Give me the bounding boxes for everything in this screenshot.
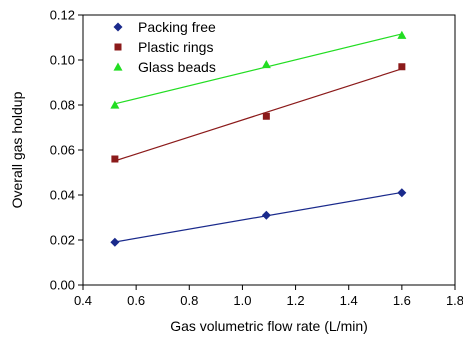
y-tick-label: 0.08: [50, 98, 75, 113]
series-plastic-rings: [111, 63, 406, 163]
x-tick-label: 0.6: [127, 293, 145, 308]
y-tick-label: 0.12: [50, 8, 75, 23]
x-tick-label: 0.8: [180, 293, 198, 308]
y-axis-title: Overall gas holdup: [9, 91, 25, 208]
trend-line: [114, 33, 402, 105]
legend-marker: [113, 22, 123, 32]
data-point: [261, 210, 271, 220]
x-tick-label: 0.4: [74, 293, 92, 308]
legend-marker: [113, 62, 123, 71]
data-point: [261, 60, 271, 69]
data-point: [397, 188, 407, 198]
legend-item: Plastic rings: [114, 39, 213, 55]
data-point: [111, 155, 119, 163]
x-tick-label: 1.6: [393, 293, 411, 308]
series-packing-free: [110, 188, 407, 247]
data-point: [110, 100, 120, 109]
series-glass-beads: [110, 30, 407, 109]
y-tick-label: 0.02: [50, 233, 75, 248]
legend-label: Packing free: [138, 19, 216, 35]
y-tick-label: 0.04: [50, 188, 75, 203]
legend-item: Glass beads: [113, 59, 216, 75]
data-point: [262, 112, 270, 120]
x-tick-label: 1.8: [446, 293, 463, 308]
series-layer: [110, 30, 407, 247]
x-axis-title: Gas volumetric flow rate (L/min): [170, 318, 368, 334]
data-point: [398, 63, 406, 71]
x-axis: 0.4 0.6 0.8 1.0 1.2 1.4 1.6 1.8: [74, 285, 463, 308]
y-tick-label: 0.10: [50, 53, 75, 68]
x-tick-label: 1.0: [233, 293, 251, 308]
y-tick-label: 0.00: [50, 278, 75, 293]
legend-label: Glass beads: [138, 59, 216, 75]
trend-line: [114, 68, 403, 162]
trend-line: [114, 191, 402, 243]
x-tick-label: 1.2: [287, 293, 305, 308]
legend: Packing free Plastic rings Glass beads: [113, 19, 216, 75]
x-tick-label: 1.4: [340, 293, 358, 308]
y-tick-label: 0.06: [50, 143, 75, 158]
plot-area: [82, 14, 456, 286]
data-point: [397, 30, 407, 39]
y-axis: 0.00 0.02 0.04 0.06 0.08 0.10 0.12: [50, 8, 83, 293]
legend-item: Packing free: [113, 19, 216, 35]
legend-marker: [114, 43, 122, 51]
data-point: [110, 237, 120, 247]
legend-label: Plastic rings: [138, 39, 213, 55]
